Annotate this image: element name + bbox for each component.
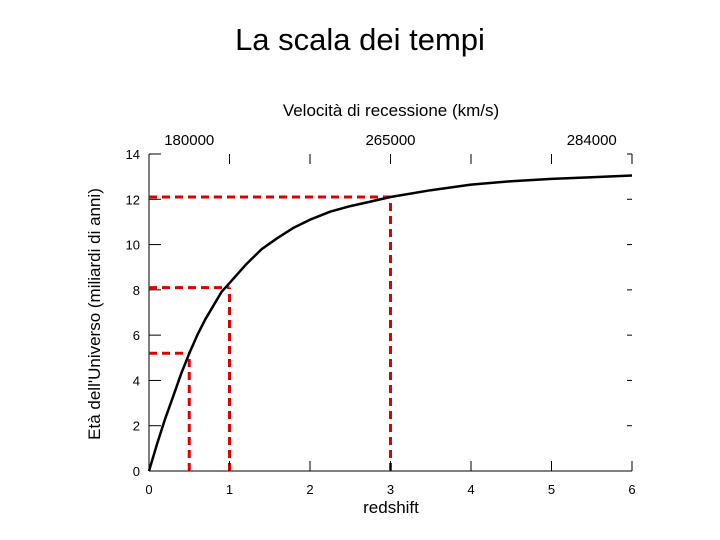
y-tick-label: 2: [133, 419, 140, 434]
x-tick-label: 2: [306, 482, 313, 497]
y-tick-label: 0: [133, 464, 140, 479]
x-tick-label: 3: [387, 482, 394, 497]
x-tick-label: 0: [145, 482, 152, 497]
x-axis-label: redshift: [363, 498, 419, 517]
y-tick-label: 14: [126, 147, 140, 162]
y-tick-label: 6: [133, 328, 140, 343]
x-tick-label: 5: [548, 482, 555, 497]
y-tick-label: 8: [133, 283, 140, 298]
x-tick-label: 4: [467, 482, 474, 497]
top-tick-label: 284000: [567, 132, 617, 149]
top-tick-label: 180000: [164, 132, 214, 149]
top-tick-label: 265000: [365, 132, 415, 149]
y-axis-label: Età dell'Universo (miliardi di anni): [85, 188, 104, 440]
y-tick-label: 12: [126, 192, 140, 207]
y-tick-label: 10: [126, 238, 140, 253]
top-axis-label: Velocità di recessione (km/s): [283, 101, 499, 120]
y-tick-label: 4: [133, 373, 140, 388]
x-tick-label: 1: [226, 482, 233, 497]
age-curve: [147, 174, 633, 472]
x-tick-label: 6: [628, 482, 635, 497]
slide-title: La scala dei tempi: [235, 22, 485, 57]
